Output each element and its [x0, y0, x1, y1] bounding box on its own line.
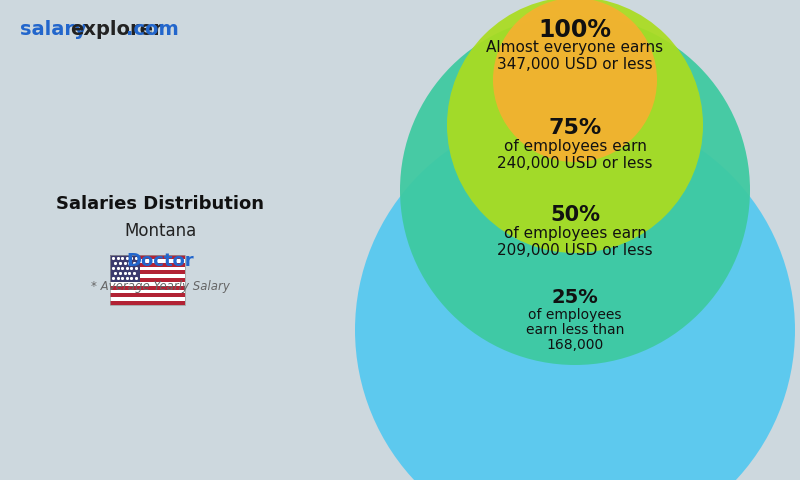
- Bar: [110, 255, 185, 305]
- Text: Salaries Distribution: Salaries Distribution: [56, 195, 264, 213]
- Circle shape: [447, 0, 703, 253]
- Text: 240,000 USD or less: 240,000 USD or less: [498, 156, 653, 171]
- Bar: [110, 278, 185, 282]
- Bar: [110, 263, 185, 266]
- Circle shape: [493, 0, 657, 162]
- Text: 25%: 25%: [552, 288, 598, 307]
- Text: .com: .com: [126, 20, 178, 39]
- Text: 100%: 100%: [538, 18, 611, 42]
- Text: Doctor: Doctor: [126, 252, 194, 270]
- Bar: [110, 270, 185, 274]
- Circle shape: [355, 110, 795, 480]
- Text: 209,000 USD or less: 209,000 USD or less: [497, 243, 653, 258]
- Bar: [110, 255, 140, 282]
- Text: 50%: 50%: [550, 205, 600, 225]
- Text: of employees: of employees: [528, 308, 622, 322]
- Circle shape: [400, 15, 750, 365]
- Bar: [110, 289, 185, 293]
- Text: of employees earn: of employees earn: [503, 139, 646, 154]
- Bar: [110, 259, 185, 263]
- Bar: [110, 274, 185, 278]
- Text: 168,000: 168,000: [546, 338, 604, 352]
- Text: of employees earn: of employees earn: [503, 226, 646, 241]
- Bar: [110, 286, 185, 289]
- Text: * Average Yearly Salary: * Average Yearly Salary: [90, 280, 230, 293]
- Bar: [110, 297, 185, 301]
- Bar: [110, 282, 185, 286]
- Text: earn less than: earn less than: [526, 323, 624, 337]
- Text: Montana: Montana: [124, 222, 196, 240]
- Bar: [110, 293, 185, 297]
- Text: explorer: explorer: [70, 20, 162, 39]
- Text: 75%: 75%: [548, 118, 602, 138]
- Text: 347,000 USD or less: 347,000 USD or less: [497, 57, 653, 72]
- Text: Almost everyone earns: Almost everyone earns: [486, 40, 663, 55]
- Bar: [110, 301, 185, 305]
- Bar: [110, 266, 185, 270]
- Text: salary: salary: [20, 20, 86, 39]
- Bar: [110, 255, 185, 259]
